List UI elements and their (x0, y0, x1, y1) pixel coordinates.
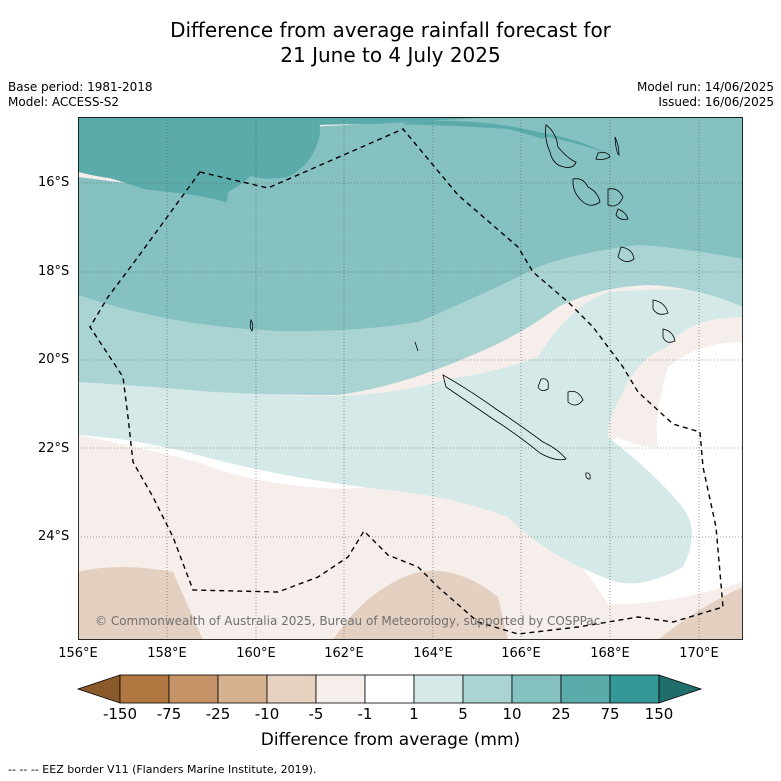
lat-label-20s: 20°S (38, 352, 70, 367)
copyright-text: © Commonwealth of Australia 2025, Bureau… (95, 614, 601, 628)
vanuatu-island (607, 188, 624, 207)
issued-text: Issued: 16/06/2025 (658, 95, 774, 109)
graticule (78, 117, 743, 640)
colorbar-swatch (609, 674, 660, 704)
lat-label-16s: 16°S (38, 175, 70, 190)
colorbar-swatch (413, 674, 464, 704)
model-run-text: Model run: 14/06/2025 (636, 80, 774, 94)
colorbar-tick-label: -10 (254, 705, 280, 723)
anomaly-band-10-25 (78, 117, 743, 210)
colorbar-tick-label: 150 (644, 705, 674, 723)
title-line-2: 21 June to 4 July 2025 (280, 43, 501, 67)
lon-label-166e: 166°E (501, 646, 541, 661)
colorbar-swatch (511, 674, 562, 704)
anomaly-band-neg5-neg10 (333, 570, 508, 640)
lon-label-170e: 170°E (679, 646, 719, 661)
loyalty-island (567, 390, 584, 406)
colorbar-extend-high (658, 674, 703, 704)
rainfall-map (78, 117, 743, 640)
isle-of-pines (585, 472, 591, 480)
lat-label-22s: 22°S (38, 441, 70, 456)
lon-label-156e: 156°E (58, 646, 98, 661)
vanuatu-island (614, 136, 620, 156)
meta-left: Base period: 1981-2018 Model: ACCESS-S2 (8, 80, 153, 110)
colorbar-tick-label: 5 (458, 705, 468, 723)
vanuatu-island (617, 246, 635, 262)
vanuatu-island (595, 152, 611, 161)
anomaly-band-1-5 (78, 289, 743, 584)
vanuatu-island (545, 124, 577, 168)
colorbar-tick-label: -5 (308, 705, 324, 723)
colorbar-tick-label: -150 (102, 705, 138, 723)
colorbar-tick-label: 1 (409, 705, 419, 723)
model-text: Model: ACCESS-S2 (8, 95, 120, 109)
lon-label-158e: 158°E (147, 646, 187, 661)
colorbar-tick-label: 10 (502, 705, 522, 723)
eez-footnote: -- -- -- EEZ border V11 (Flanders Marine… (8, 763, 317, 776)
colorbar (76, 674, 703, 704)
colorbar-swatch (560, 674, 611, 704)
anomaly-band-25-75 (78, 117, 321, 181)
colorbar-swatch (168, 674, 219, 704)
lon-label-162e: 162°E (324, 646, 364, 661)
colorbar-swatch (119, 674, 170, 704)
colorbar-tick-label: -25 (205, 705, 231, 723)
colorbar-swatch (462, 674, 513, 704)
colorbar-title: Difference from average (mm) (260, 730, 521, 750)
lat-label-18s: 18°S (38, 264, 70, 279)
colorbar-tick-label: -75 (156, 705, 182, 723)
anomaly-band-neg5-neg10 (78, 567, 203, 640)
colorbar-extend-low (76, 674, 121, 704)
eez-border (89, 128, 724, 635)
new-caledonia-island (442, 374, 567, 461)
colorbar-swatch (266, 674, 317, 704)
colorbar-tick-label: -1 (357, 705, 373, 723)
colorbar-swatch (364, 674, 415, 704)
colorbar-swatch (217, 674, 268, 704)
loyalty-island (537, 378, 549, 391)
vanuatu-island (615, 208, 629, 220)
colorbar-tick-label: 25 (551, 705, 571, 723)
anomaly-band-10-25 (224, 125, 743, 327)
title-line-1: Difference from average rainfall forecas… (170, 18, 611, 42)
island-outline (662, 328, 676, 343)
vanuatu-island (572, 178, 601, 206)
island-outline (249, 319, 254, 332)
colorbar-tick-label: 75 (600, 705, 620, 723)
base-period-text: Base period: 1981-2018 (8, 80, 153, 94)
island-outline (414, 341, 419, 352)
lon-label-160e: 160°E (236, 646, 276, 661)
map-title: Difference from average rainfall forecas… (0, 18, 781, 68)
lon-label-168e: 168°E (590, 646, 630, 661)
lat-label-24s: 24°S (38, 529, 70, 544)
map-frame (78, 117, 743, 640)
island-outline (652, 299, 669, 315)
meta-right: Model run: 14/06/2025 Issued: 16/06/2025 (637, 80, 774, 110)
colorbar-swatch (315, 674, 366, 704)
lon-label-164e: 164°E (413, 646, 453, 661)
